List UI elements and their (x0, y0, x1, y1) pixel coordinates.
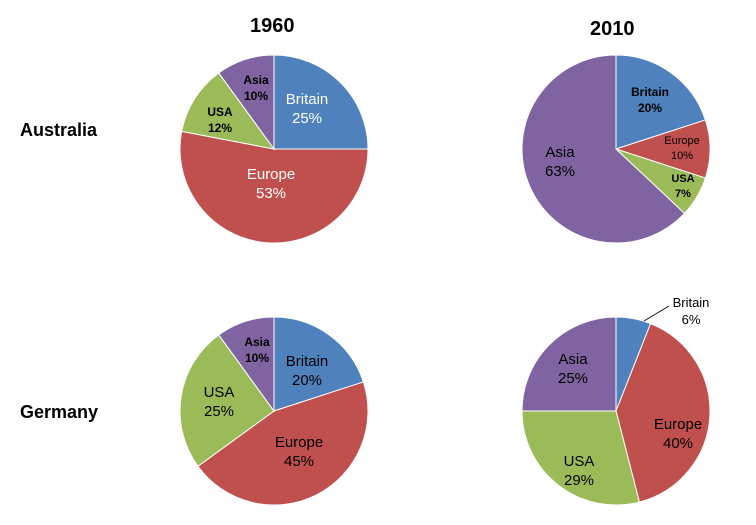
slice-value-usa: 25% (204, 403, 234, 420)
slice-value-usa: 7% (675, 188, 691, 200)
slice-asia (218, 316, 275, 413)
slice-value-usa: 29% (564, 472, 594, 489)
slice-value-asia: 25% (558, 370, 588, 387)
row-label-australia: Australia (20, 120, 98, 140)
slice-label-usa: USA (207, 105, 233, 119)
slice-value-europe: 45% (284, 453, 314, 470)
pie-australia-1960: Britain 25% Europe 53% USA 12% Asia 10% (179, 54, 369, 244)
slice-label-europe: Europe (654, 416, 702, 433)
slice-usa (179, 334, 275, 467)
slice-asia (521, 316, 617, 412)
slice-label-britain: Britain (286, 353, 329, 370)
slice-value-britain: 20% (638, 101, 662, 115)
slice-britain (615, 54, 707, 150)
slice-label-asia: Asia (545, 144, 575, 161)
slice-label-europe: Europe (275, 434, 323, 451)
slice-value-asia: 63% (545, 163, 575, 180)
slice-asia (521, 54, 686, 244)
slice-label-asia: Asia (244, 335, 270, 349)
slice-label-usa: USA (564, 453, 595, 470)
pie-australia-2010: Britain 20% Europe 10% USA 7% Asia 63% (521, 54, 711, 244)
row-label-germany: Germany (20, 402, 99, 422)
slice-britain (273, 316, 365, 412)
slice-value-europe: 10% (671, 150, 693, 162)
slice-usa (521, 410, 640, 506)
pie-germany-2010: Britain 6% Europe 40% USA 29% Asia 25% (521, 295, 711, 506)
slice-label-usa: USA (204, 384, 235, 401)
column-title-1960: 1960 (250, 15, 295, 37)
slice-value-asia: 10% (244, 89, 268, 103)
slice-label-britain: Britain (631, 85, 669, 99)
slice-value-usa: 12% (208, 121, 232, 135)
slice-value-europe: 40% (663, 435, 693, 452)
leader-line (643, 305, 670, 322)
slice-label-europe: Europe (247, 166, 295, 183)
slice-value-britain: 20% (292, 372, 322, 389)
slice-label-britain: Britain (286, 91, 329, 108)
slice-value-asia: 10% (245, 351, 269, 365)
slice-value-europe: 53% (256, 185, 286, 202)
column-title-2010: 2010 (590, 18, 635, 40)
slice-label-europe: Europe (664, 135, 699, 147)
slice-britain (273, 54, 369, 150)
pie-germany-1960: Britain 20% Europe 45% USA 25% Asia 10% (179, 316, 369, 506)
slice-label-britain: Britain (673, 295, 710, 310)
slice-label-asia: Asia (558, 351, 588, 368)
slice-label-asia: Asia (243, 73, 269, 87)
slice-asia (218, 54, 275, 151)
slice-value-britain: 6% (682, 312, 701, 327)
slice-europe (179, 130, 369, 244)
slice-label-usa: USA (671, 173, 694, 185)
slice-europe (615, 322, 711, 503)
slice-value-britain: 25% (292, 110, 322, 127)
slice-usa (181, 72, 276, 150)
slice-europe (197, 381, 369, 506)
